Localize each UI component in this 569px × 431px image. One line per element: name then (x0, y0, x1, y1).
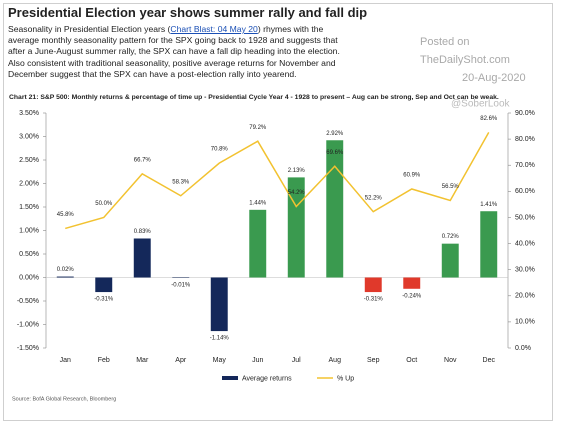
y-tick-label: 2.00% (19, 180, 39, 187)
y-tick-label: 0.00% (19, 274, 39, 281)
data-label: 56.5% (442, 184, 460, 190)
headline: Presidential Election year shows summer … (8, 5, 368, 20)
y-tick-label: 3.00% (19, 133, 39, 140)
x-tick-label: Nov (444, 357, 457, 364)
bar (133, 238, 151, 278)
link[interactable]: Chart Blast: 04 May 20 (170, 24, 258, 34)
data-label: 66.7% (134, 157, 152, 163)
data-label: 58.3% (172, 179, 190, 185)
y-tick-label: 3.50% (19, 110, 39, 117)
y2-tick-label: 70.0% (515, 162, 535, 169)
data-label: -0.31% (364, 297, 384, 303)
data-label: 0.02% (57, 267, 75, 273)
x-tick-label: Oct (406, 357, 417, 364)
data-label: 60.9% (403, 173, 421, 179)
frame (3, 3, 553, 421)
y2-tick-label: 20.0% (515, 293, 535, 300)
x-tick-label: Jul (292, 357, 301, 364)
watermark: Posted on (420, 36, 470, 48)
y-tick-label: -1.00% (17, 321, 39, 328)
y2-tick-label: 50.0% (515, 214, 535, 221)
bar (56, 276, 74, 278)
data-label: -1.14% (210, 336, 230, 342)
data-label: -0.01% (171, 283, 191, 289)
x-tick-label: May (213, 357, 227, 364)
y-tick-label: 1.50% (19, 204, 39, 211)
chart-title: Chart 21: S&P 500: Monthly returns & per… (9, 94, 499, 101)
x-tick-label: Mar (136, 357, 149, 364)
data-label: 0.72% (442, 234, 460, 240)
data-label: 79.2% (249, 125, 267, 131)
data-label: 52.2% (365, 195, 383, 201)
x-tick-label: Aug (329, 357, 342, 364)
description: Seasonality in Presidential Election yea… (8, 24, 353, 80)
bar (210, 277, 228, 332)
y2-tick-label: 60.0% (515, 188, 535, 195)
bar (364, 277, 382, 293)
data-label: 54.2% (288, 190, 306, 196)
data-label: 82.6% (480, 116, 498, 122)
y2-tick-label: 30.0% (515, 267, 535, 274)
data-label: 1.41% (480, 202, 498, 208)
text: Seasonality in Presidential Election yea… (8, 24, 171, 34)
y2-tick-label: 10.0% (515, 319, 535, 326)
data-label: 70.8% (211, 147, 229, 153)
data-label: 2.92% (326, 131, 344, 137)
data-label: -0.24% (402, 293, 422, 299)
data-label: 45.8% (57, 212, 75, 218)
y2-tick-label: 90.0% (515, 110, 535, 117)
bar (95, 277, 113, 293)
data-label: 1.44% (249, 200, 267, 206)
bar (403, 277, 421, 289)
x-tick-label: Dec (483, 357, 496, 364)
legend-label: Average returns (242, 375, 292, 382)
bar (249, 209, 267, 278)
text: ) rhymes with the average monthly season… (8, 24, 340, 79)
x-tick-label: Jan (60, 357, 71, 364)
data-label: 50.0% (95, 201, 113, 207)
bar (441, 243, 459, 278)
y-tick-label: 1.00% (19, 227, 39, 234)
x-tick-label: Sep (367, 357, 380, 364)
x-tick-label: Jun (252, 357, 263, 364)
y-tick-label: -1.50% (17, 345, 39, 352)
data-label: -0.31% (94, 297, 114, 303)
y2-tick-label: 40.0% (515, 240, 535, 247)
legend-swatch (222, 376, 238, 380)
bar (326, 140, 344, 278)
data-label: 2.13% (288, 168, 306, 174)
y-tick-label: -0.50% (17, 298, 39, 305)
watermark: @SoberLook (451, 99, 511, 110)
legend-label: % Up (337, 375, 354, 382)
data-label: 0.83% (134, 229, 152, 235)
y-tick-label: 0.50% (19, 251, 39, 258)
bar (480, 211, 498, 278)
x-tick-label: Feb (98, 357, 110, 364)
y2-tick-label: 0.0% (515, 345, 531, 352)
watermark: TheDailyShot.com (420, 54, 510, 66)
source: Source: BofA Global Research, Bloomberg (12, 396, 116, 402)
data-label: 69.6% (326, 150, 344, 156)
y-tick-label: 2.50% (19, 157, 39, 164)
x-tick-label: Apr (175, 357, 187, 364)
y2-tick-label: 80.0% (515, 136, 535, 143)
watermark: 20-Aug-2020 (462, 72, 526, 84)
line (65, 131, 490, 230)
